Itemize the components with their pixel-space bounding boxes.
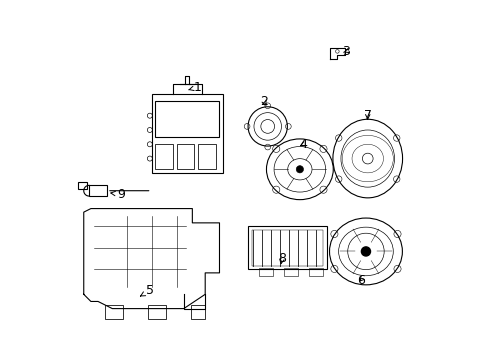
Text: 4: 4 (299, 138, 307, 151)
Text: 8: 8 (278, 252, 285, 265)
Text: 2: 2 (260, 95, 267, 108)
Text: 5: 5 (140, 284, 154, 297)
Bar (148, 305, 165, 319)
Circle shape (296, 166, 303, 173)
Bar (190, 305, 205, 319)
Bar (198, 144, 216, 169)
Bar (308, 267, 323, 276)
Text: 9: 9 (111, 188, 125, 201)
Bar (89, 185, 107, 196)
Bar (283, 267, 298, 276)
Text: 7: 7 (363, 109, 371, 122)
Bar (105, 305, 123, 319)
Circle shape (361, 247, 370, 256)
Bar (258, 267, 272, 276)
Text: 6: 6 (356, 274, 364, 287)
Text: 1: 1 (188, 81, 202, 94)
Bar (251, 230, 323, 266)
Bar (151, 94, 223, 173)
Bar (155, 102, 219, 137)
Bar (247, 226, 326, 269)
Bar (155, 144, 173, 169)
Bar (176, 144, 194, 169)
Bar (78, 182, 87, 189)
Text: 3: 3 (342, 45, 349, 58)
